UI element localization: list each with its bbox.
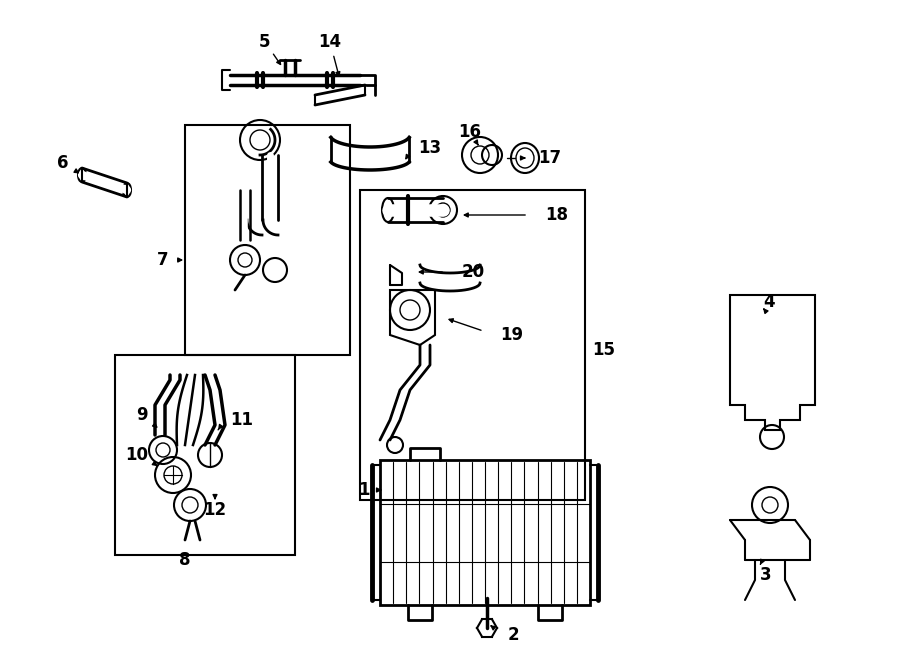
- Text: 16: 16: [458, 123, 482, 141]
- Text: 18: 18: [545, 206, 568, 224]
- Text: 13: 13: [418, 139, 441, 157]
- Text: 14: 14: [319, 33, 342, 51]
- Text: 9: 9: [137, 406, 148, 424]
- Text: 6: 6: [57, 154, 68, 172]
- Text: 12: 12: [203, 501, 227, 519]
- Text: 17: 17: [538, 149, 561, 167]
- Text: 19: 19: [500, 326, 523, 344]
- Bar: [115, 355, 295, 555]
- Text: 2: 2: [508, 626, 519, 644]
- Text: 10: 10: [125, 446, 148, 464]
- Text: 4: 4: [763, 293, 775, 311]
- Text: 20: 20: [462, 263, 485, 281]
- Text: 8: 8: [179, 551, 191, 569]
- Text: 1: 1: [358, 481, 370, 499]
- Bar: [380, 460, 590, 605]
- Text: 3: 3: [760, 566, 771, 584]
- Text: 5: 5: [259, 33, 271, 51]
- Text: 11: 11: [230, 411, 253, 429]
- Text: 7: 7: [157, 251, 168, 269]
- Bar: [360, 190, 585, 500]
- Bar: [185, 125, 350, 355]
- Text: 15: 15: [592, 341, 615, 359]
